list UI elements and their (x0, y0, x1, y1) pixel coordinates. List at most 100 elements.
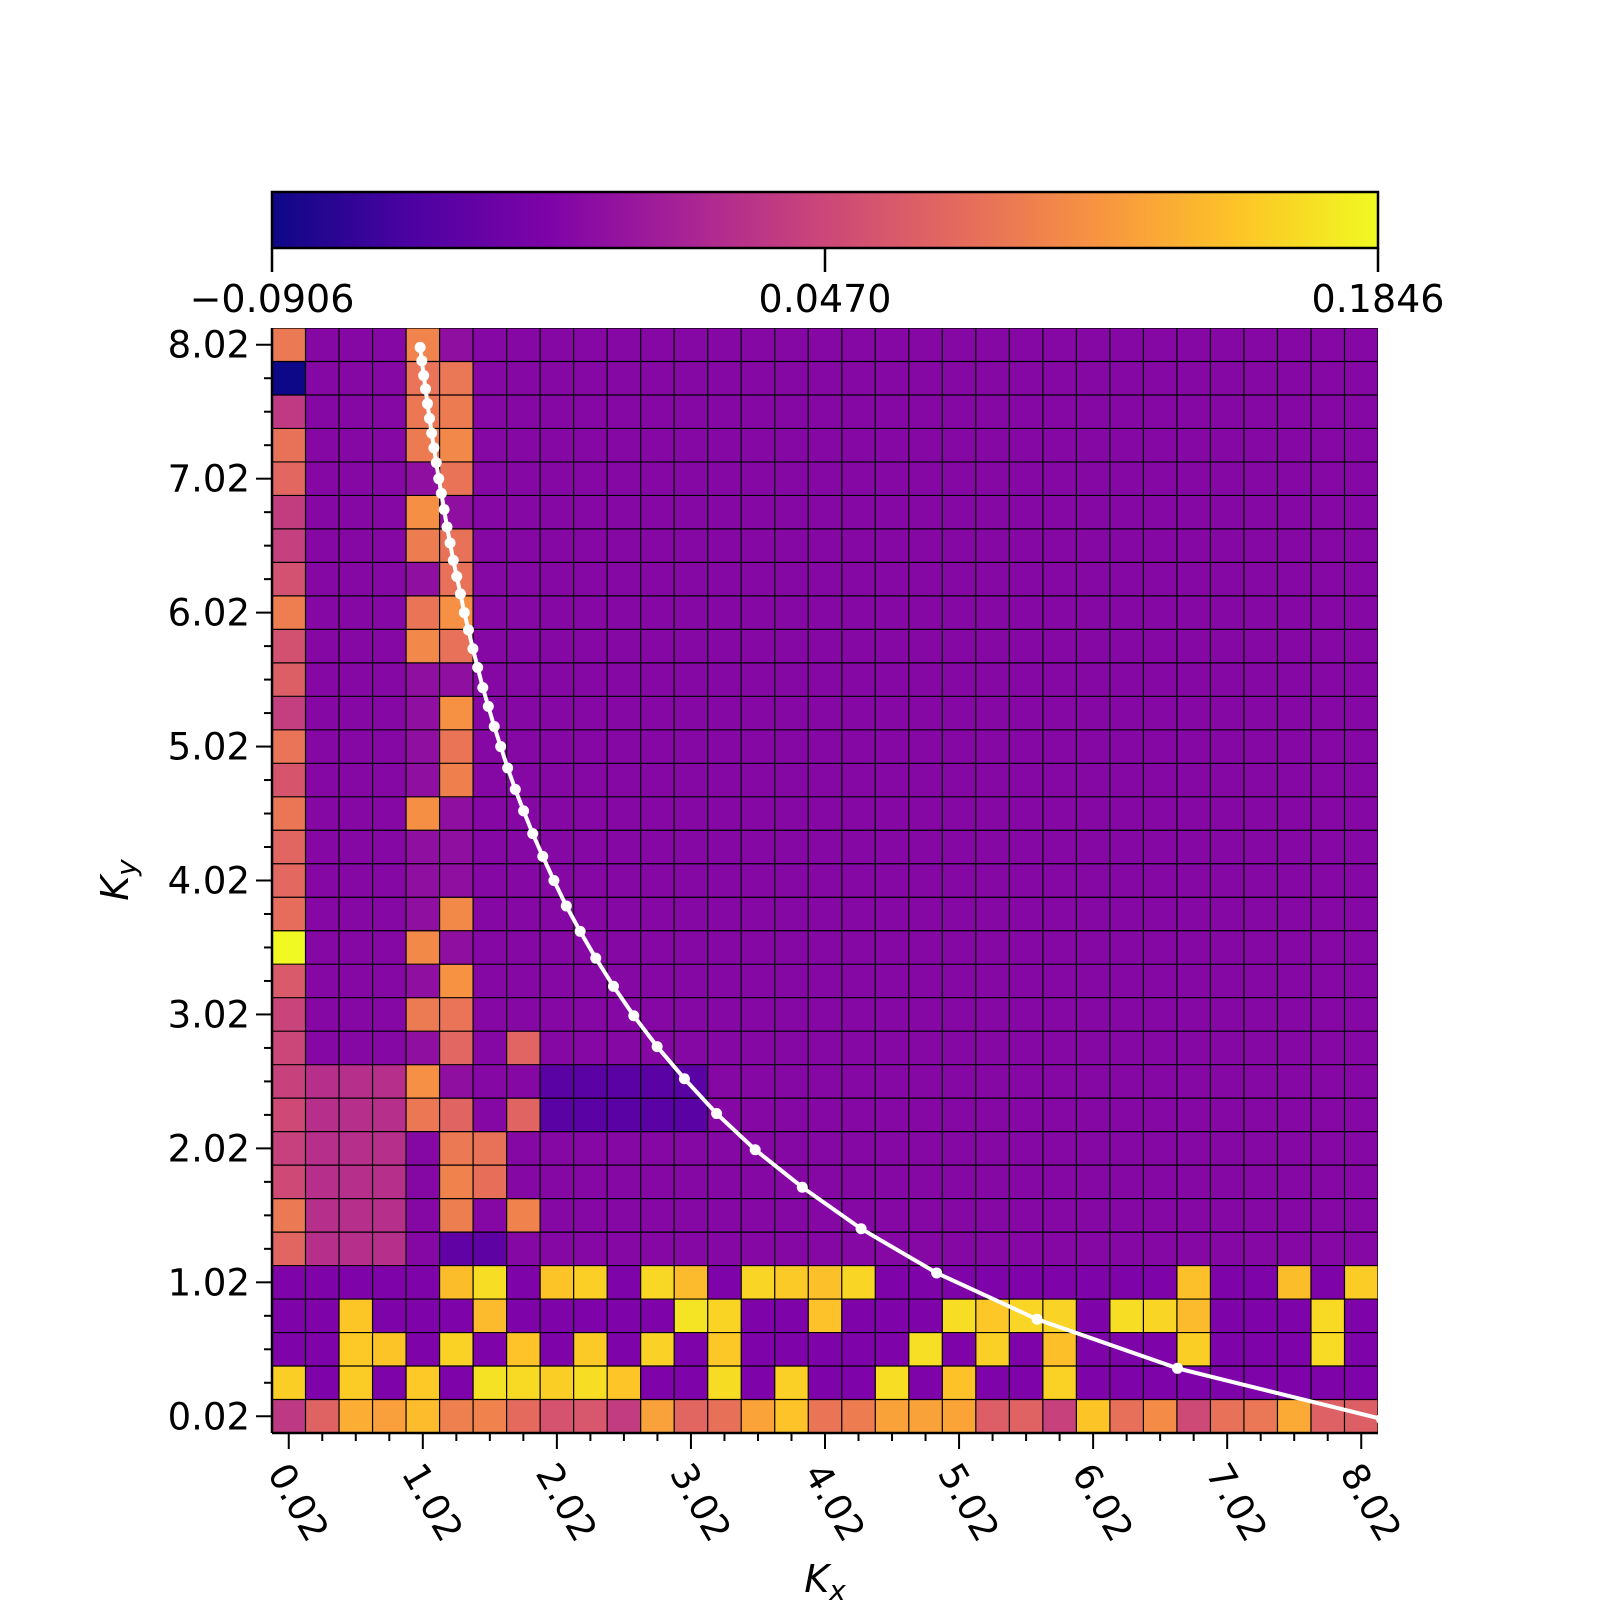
heatmap-cell (1210, 595, 1245, 630)
heatmap-cell (1076, 763, 1111, 798)
heatmap-cell (975, 1399, 1010, 1433)
heatmap-cell (1210, 562, 1245, 597)
cell-grid (272, 328, 1378, 1433)
curve-point (560, 900, 572, 912)
heatmap-cell (1109, 1165, 1144, 1200)
heatmap-cell (1042, 1232, 1077, 1267)
heatmap-cell (975, 830, 1010, 865)
heatmap-cell (439, 796, 474, 831)
heatmap-cell (1310, 964, 1345, 999)
heatmap-cell (674, 1131, 709, 1166)
heatmap-cell (875, 1399, 910, 1433)
heatmap-cell (1210, 1031, 1245, 1066)
heatmap-cell (1076, 930, 1111, 965)
heatmap-cell (1243, 1366, 1278, 1401)
heatmap-cell (908, 1299, 943, 1334)
heatmap-cell (808, 1131, 843, 1166)
heatmap-cell (875, 1131, 910, 1166)
heatmap-cell (1009, 361, 1044, 396)
heatmap-cell (741, 1265, 776, 1300)
heatmap-cell (707, 1031, 742, 1066)
heatmap-cell (942, 361, 977, 396)
heatmap-cell (1009, 528, 1044, 563)
heatmap-cell (808, 1299, 843, 1334)
heatmap-cell (640, 830, 675, 865)
heatmap-cell (1243, 1265, 1278, 1300)
heatmap-cell (506, 1299, 541, 1334)
heatmap-cell (1176, 1098, 1211, 1133)
heatmap-cell (1143, 763, 1178, 798)
heatmap-cell (1310, 763, 1345, 798)
heatmap-cell (841, 696, 876, 731)
heatmap-cell (808, 863, 843, 898)
heatmap-cell (540, 662, 575, 697)
heatmap-cell (674, 930, 709, 965)
heatmap-cell (406, 930, 441, 965)
heatmap-cell (372, 495, 407, 530)
heatmap-cell (1310, 930, 1345, 965)
heatmap-cell (674, 495, 709, 530)
heatmap-cell (1210, 1098, 1245, 1133)
heatmap-cell (774, 997, 809, 1032)
heatmap-cell (640, 528, 675, 563)
heatmap-cell (1210, 662, 1245, 697)
plot-area (270, 328, 1378, 1435)
heatmap-cell (707, 1366, 742, 1401)
heatmap-cell (1243, 863, 1278, 898)
curve-point (518, 805, 530, 817)
heatmap-cell (640, 897, 675, 932)
heatmap-cell (674, 1232, 709, 1267)
heatmap-cell (540, 763, 575, 798)
heatmap-cell (1009, 997, 1044, 1032)
heatmap-cell (908, 1064, 943, 1099)
heatmap-cell (339, 863, 374, 898)
heatmap-cell (272, 897, 307, 932)
heatmap-cell (1210, 394, 1245, 429)
heatmap-cell (1109, 394, 1144, 429)
heatmap-cell (774, 930, 809, 965)
curve-point (416, 355, 428, 367)
heatmap-cell (305, 997, 340, 1032)
heatmap-cell (1344, 1232, 1378, 1267)
heatmap-cell (1310, 729, 1345, 764)
heatmap-cell (942, 528, 977, 563)
heatmap-cell (1344, 394, 1378, 429)
heatmap-cell (406, 997, 441, 1032)
curve-point (418, 370, 430, 382)
heatmap-cell (1042, 361, 1077, 396)
heatmap-cell (707, 328, 742, 362)
heatmap-cell (975, 1098, 1010, 1133)
heatmap-cell (573, 763, 608, 798)
heatmap-cell (339, 830, 374, 865)
x-tick-label: 2.02 (527, 1456, 605, 1549)
heatmap-cell (942, 595, 977, 630)
heatmap-cell (305, 1165, 340, 1200)
heatmap-cell (908, 696, 943, 731)
heatmap-cell (774, 1232, 809, 1267)
x-tick-label: 5.02 (929, 1456, 1007, 1549)
heatmap-cell (674, 662, 709, 697)
heatmap-cell (439, 1165, 474, 1200)
curve-point (628, 1010, 640, 1022)
heatmap-cell (272, 1131, 307, 1166)
heatmap-cell (305, 1131, 340, 1166)
heatmap-cell (808, 361, 843, 396)
heatmap-cell (808, 930, 843, 965)
heatmap-cell (272, 1265, 307, 1300)
curve-line (418, 347, 1378, 1421)
heatmap-cell (473, 930, 508, 965)
heatmap-cell (808, 328, 843, 362)
heatmap-cell (439, 1131, 474, 1166)
heatmap-cell (1143, 1098, 1178, 1133)
heatmap-cell (741, 495, 776, 530)
heatmap-cell (573, 1031, 608, 1066)
heatmap-cell (875, 1332, 910, 1367)
heatmap-cell (1210, 428, 1245, 463)
heatmap-cell (942, 796, 977, 831)
heatmap-cell (372, 897, 407, 932)
heatmap-cell (607, 595, 642, 630)
heatmap-cell (908, 328, 943, 362)
heatmap-cell (473, 629, 508, 664)
heatmap-cell (1277, 964, 1312, 999)
heatmap-cell (1310, 1031, 1345, 1066)
